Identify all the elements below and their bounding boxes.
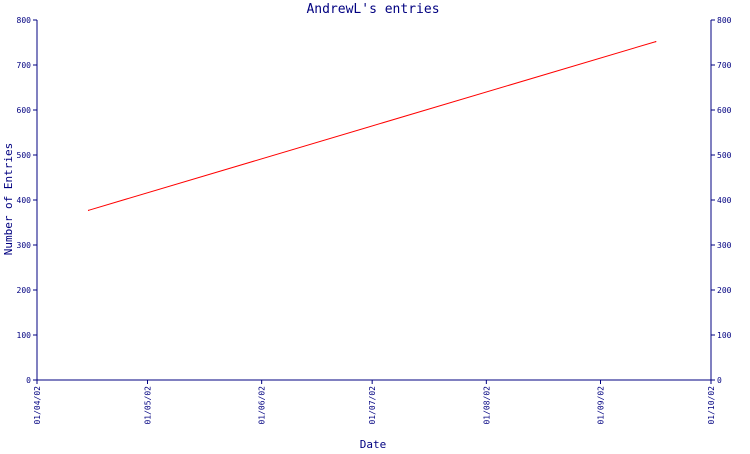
- y-axis-label: Number of Entries: [2, 143, 15, 256]
- y-tick-label-right: 700: [717, 61, 732, 70]
- y-tick-label-right: 800: [717, 16, 732, 25]
- x-tick-label: 01/05/02: [143, 386, 152, 425]
- x-axis-label: Date: [360, 438, 387, 450]
- y-tick-label-left: 600: [17, 106, 32, 115]
- x-tick-label: 01/10/02: [707, 386, 716, 425]
- y-tick-label-left: 700: [17, 61, 32, 70]
- y-tick-label-right: 200: [717, 286, 732, 295]
- series-layer: [87, 41, 657, 211]
- y-tick-label-left: 100: [17, 331, 32, 340]
- tick-marks: [33, 19, 715, 384]
- y-tick-label-left: 0: [26, 376, 31, 385]
- series-point: [655, 41, 657, 43]
- y-tick-label-right: 100: [717, 331, 732, 340]
- x-tick-label: 01/08/02: [482, 386, 491, 425]
- y-tick-label-right: 600: [717, 106, 732, 115]
- tick-labels: 0 0 100 100 200 200 300 300 400 400 500 500 600 600 70…: [17, 16, 732, 425]
- y-tick-label-right: 400: [717, 196, 732, 205]
- x-tick-label: 01/09/02: [597, 386, 606, 425]
- y-tick-label-left: 800: [17, 16, 32, 25]
- y-tick-label-left: 500: [17, 151, 32, 160]
- x-tick-label: 01/07/02: [368, 386, 377, 425]
- y-tick-label-right: 300: [717, 241, 732, 250]
- y-tick-label-left: 400: [17, 196, 32, 205]
- series-point: [87, 209, 90, 211]
- y-tick-label-left: 300: [17, 241, 32, 250]
- x-tick-label: 01/06/02: [258, 386, 267, 425]
- x-tick-label: 01/04/02: [33, 386, 42, 425]
- chart-title: AndrewL's entries: [306, 2, 439, 17]
- y-tick-label-left: 200: [17, 286, 32, 295]
- series-line: [88, 41, 656, 211]
- y-tick-label-right: 0: [717, 376, 722, 385]
- y-tick-label-right: 500: [717, 151, 732, 160]
